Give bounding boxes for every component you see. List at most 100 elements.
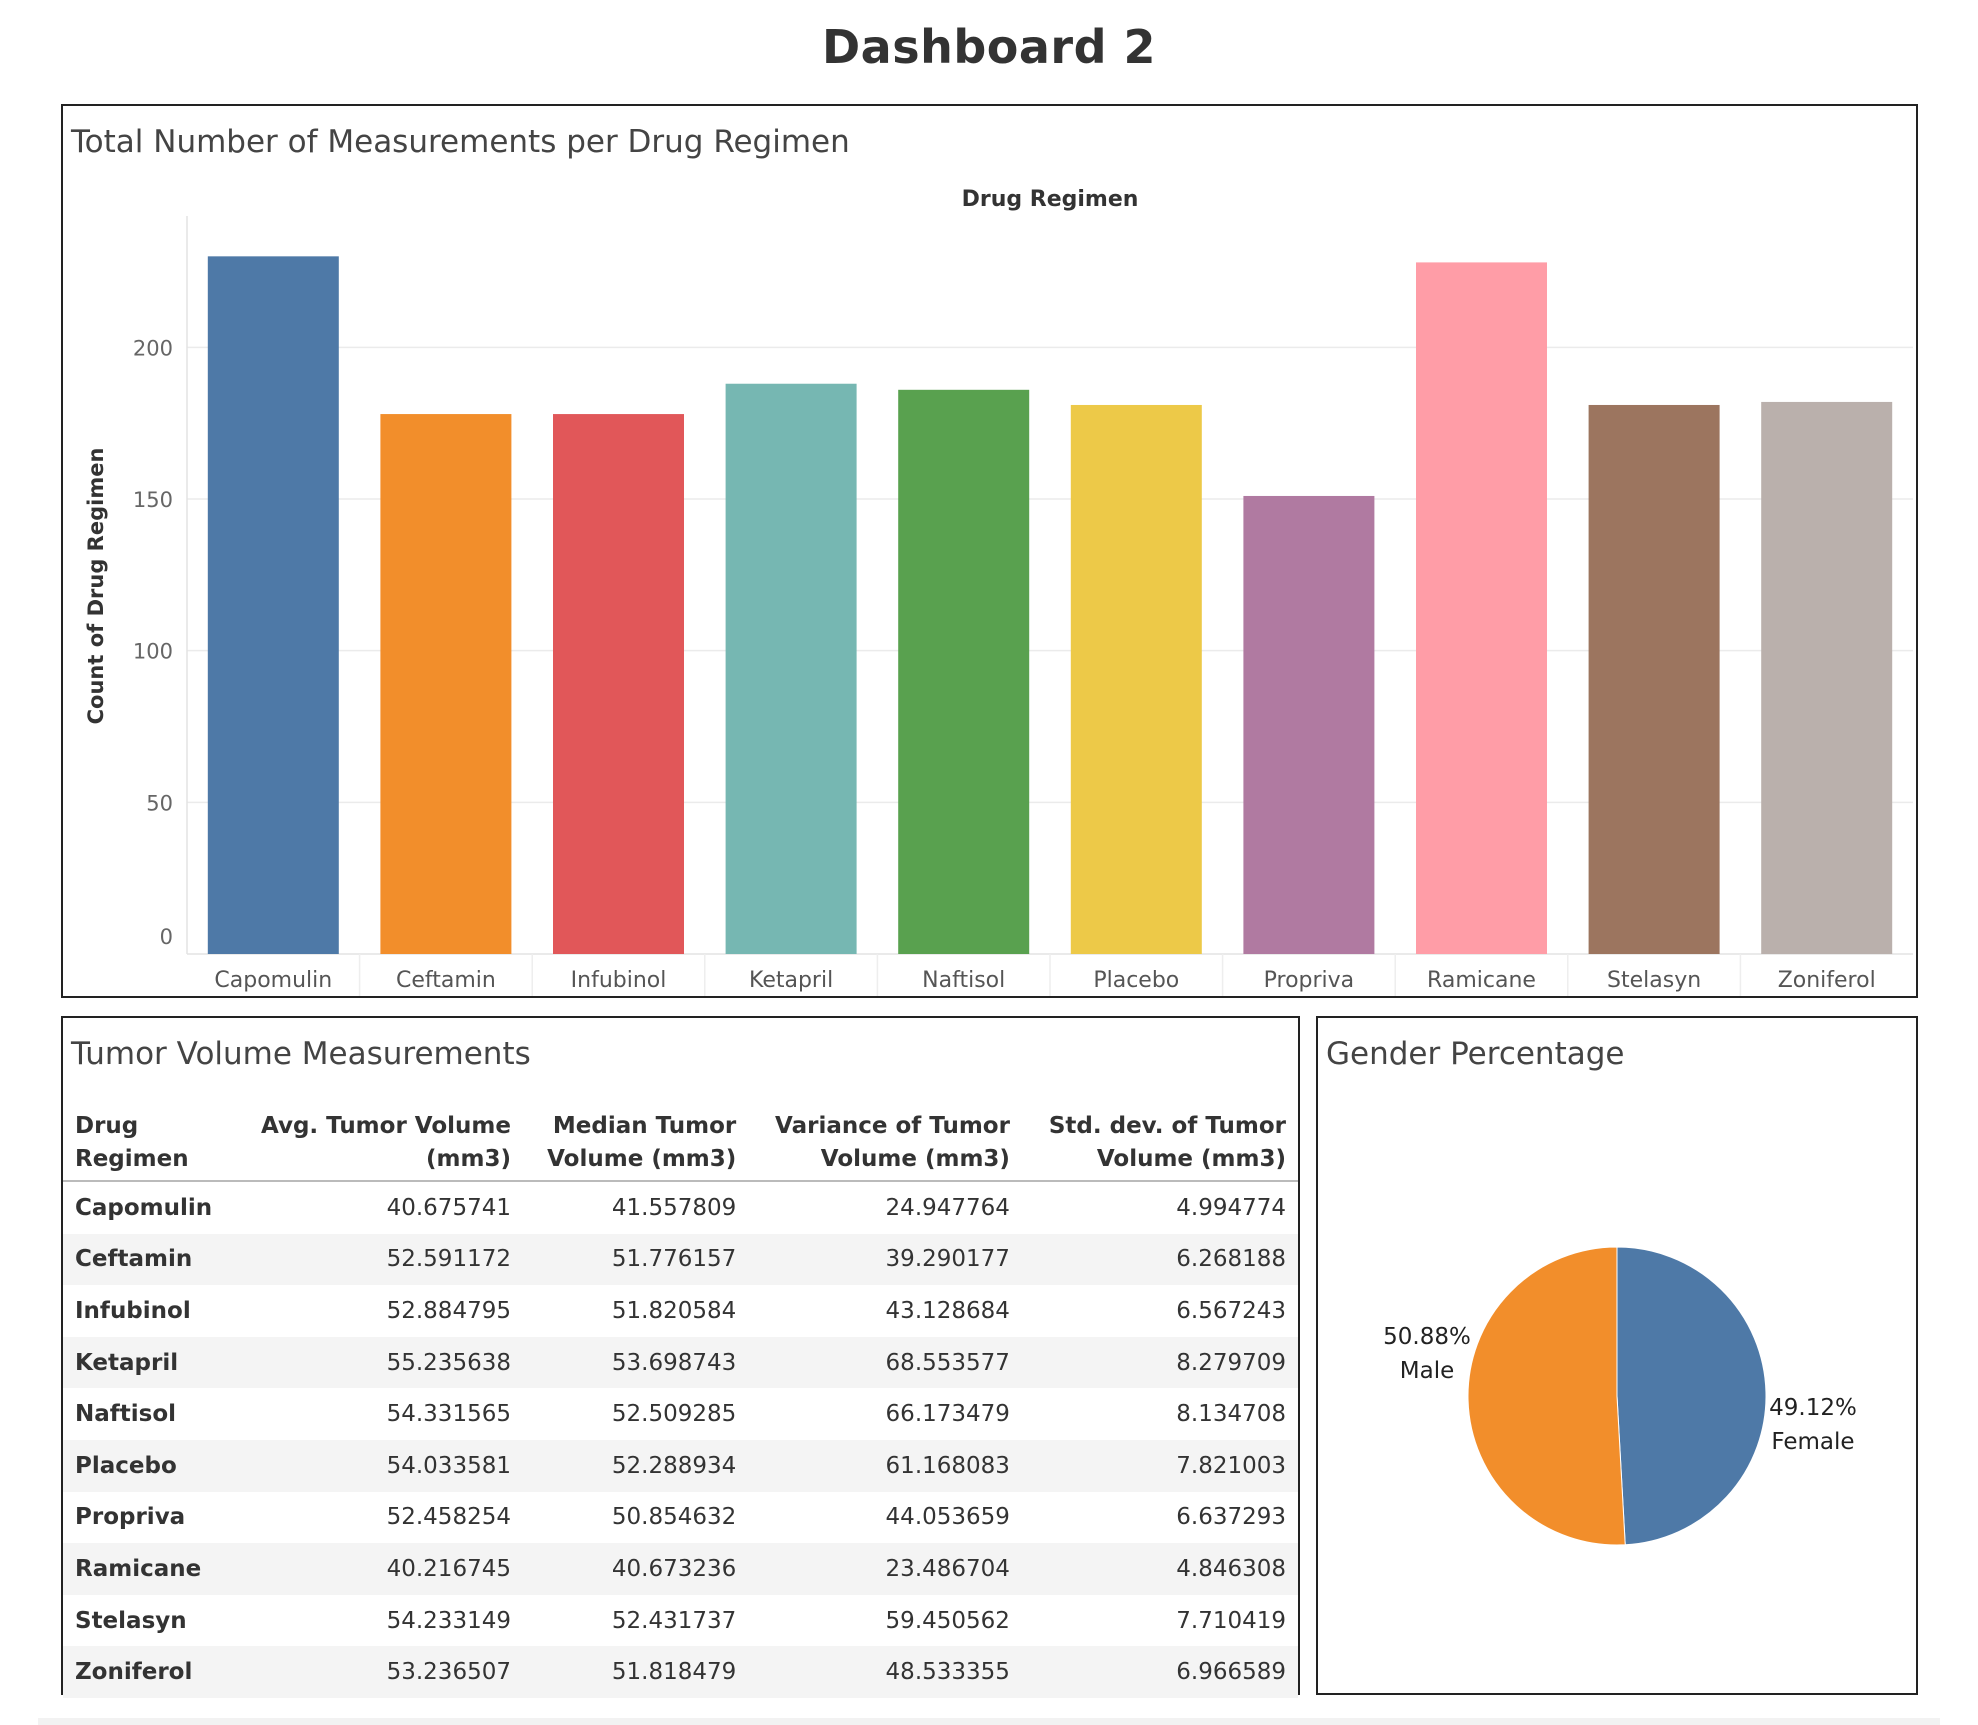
value-cell: 8.279709 — [1021, 1336, 1298, 1389]
table-row: Propriva 52.458254 50.854632 44.053659 6.637… — [63, 1492, 1298, 1544]
value-cell: 23.486704 — [748, 1543, 1022, 1595]
x-tick-label: Placebo — [1093, 968, 1179, 993]
value-cell: 54.233149 — [386, 1607, 511, 1634]
pie-label-female: 49.12% Female — [1758, 1391, 1868, 1459]
value-cell: 40.216745 — [233, 1543, 523, 1595]
table-row: Ceftamin 52.591172 51.776157 39.290177 6.268… — [63, 1233, 1298, 1286]
value-cell: 6.268188 — [1021, 1233, 1298, 1286]
value-cell: 6.637293 — [1176, 1504, 1286, 1531]
bottom-scroll-strip — [38, 1718, 1940, 1725]
bar-chart-title: Total Number of Measurements per Drug Re… — [71, 124, 850, 160]
x-tick-label: Infubinol — [571, 968, 667, 993]
pie-slice-female — [1616, 1246, 1767, 1546]
y-axis-title: Count of Drug Regimen — [84, 448, 108, 725]
drug-regimen-cell: Placebo — [63, 1439, 234, 1492]
column-header: Variance of Tumor Volume (mm3) — [748, 1102, 1022, 1182]
value-cell: 59.450562 — [885, 1607, 1010, 1634]
pie-chart-title: Gender Percentage — [1326, 1036, 1625, 1072]
value-cell: 4.846308 — [1021, 1543, 1298, 1595]
value-cell: 52.288934 — [522, 1439, 749, 1492]
value-cell: 40.675741 — [386, 1194, 511, 1221]
table-title: Tumor Volume Measurements — [71, 1036, 531, 1072]
value-cell: 53.698743 — [522, 1336, 749, 1389]
x-tick-label: Naftisol — [922, 968, 1005, 993]
pie-label-male: 50.88% Male — [1372, 1320, 1482, 1388]
pie-chart — [1467, 1246, 1767, 1546]
drug-regimen-cell: Naftisol — [75, 1401, 177, 1428]
value-cell: 52.431737 — [611, 1607, 737, 1634]
value-cell: 52.591172 — [233, 1233, 523, 1286]
bar-chart-panel: Total Number of Measurements per Drug Re… — [61, 104, 1918, 998]
value-cell: 52.884795 — [386, 1297, 511, 1324]
value-cell: 6.567243 — [1176, 1297, 1286, 1324]
x-tick-label: Capomulin — [214, 968, 332, 993]
value-cell: 39.290177 — [748, 1233, 1022, 1286]
bar-chart: Drug Regimen Count of Drug Regimen 0 50 100 1… — [84, 187, 1913, 996]
drug-regimen-cell: Stelasyn — [75, 1607, 187, 1634]
tumor-volume-table: Drug Regimen Avg. Tumor Volume (mm3) Median … — [63, 1102, 1298, 1698]
gender-pie-panel: Gender Percentage 50.88% Male 49.12% Fem… — [1316, 1016, 1918, 1695]
y-tick-label: 100 — [133, 640, 173, 664]
table-row: Naftisol 54.331565 52.509285 66.173479 8.134… — [63, 1388, 1298, 1440]
column-header: Std. dev. of Tumor Volume (mm3) — [1021, 1102, 1298, 1182]
value-cell: 51.776157 — [522, 1233, 749, 1286]
x-tick-label: Propriva — [1264, 968, 1355, 993]
bar-propriva — [1243, 495, 1375, 954]
drug-regimen-cell: Zoniferol — [63, 1646, 234, 1698]
value-cell: 52.458254 — [386, 1504, 511, 1531]
pie-category-label: Male — [1399, 1358, 1455, 1384]
column-header: Median Tumor Volume (mm3) — [522, 1102, 749, 1182]
value-cell: 61.168083 — [748, 1439, 1022, 1492]
drug-regimen-cell: Propriva — [75, 1504, 186, 1531]
pie-value-label: 50.88% — [1383, 1324, 1471, 1350]
table-header-row: Drug Regimen Avg. Tumor Volume (mm3) Median … — [63, 1102, 1298, 1182]
pie-value-label: 49.12% — [1769, 1395, 1857, 1421]
value-cell: 54.033581 — [233, 1439, 523, 1492]
value-cell: 48.533355 — [748, 1646, 1022, 1698]
bar-capomulin — [207, 256, 339, 954]
value-cell: 66.173479 — [885, 1401, 1010, 1428]
value-cell: 51.820584 — [611, 1297, 737, 1324]
value-cell: 7.821003 — [1021, 1439, 1298, 1492]
y-tick-label: 150 — [133, 488, 173, 512]
value-cell: 41.557809 — [611, 1194, 737, 1221]
x-tick-label: Ramicane — [1427, 968, 1536, 993]
drug-regimen-cell: Ramicane — [63, 1543, 234, 1595]
value-cell: 54.331565 — [386, 1401, 511, 1428]
bar-ramicane — [1416, 262, 1547, 954]
table-row: Ramicane 40.216745 40.673236 23.486704 4.846… — [63, 1543, 1298, 1595]
table-row: Stelasyn 54.233149 52.431737 59.450562 7.710… — [63, 1595, 1298, 1647]
value-cell: 6.966589 — [1021, 1646, 1298, 1698]
bar-placebo — [1070, 404, 1202, 954]
value-cell: 44.053659 — [885, 1504, 1010, 1531]
x-tick-label: Ceftamin — [396, 968, 496, 993]
table-row: Placebo 54.033581 52.288934 61.168083 7.8210… — [63, 1439, 1298, 1492]
bar-infubinol — [553, 414, 684, 955]
bar-ketapril — [725, 383, 857, 954]
table-row: Capomulin 40.675741 41.557809 24.947764 4.99… — [63, 1181, 1298, 1234]
y-tick-label: 0 — [160, 925, 173, 949]
x-tick-label: Stelasyn — [1607, 968, 1701, 993]
value-cell: 51.818479 — [522, 1646, 749, 1698]
column-header: Avg. Tumor Volume (mm3) — [233, 1102, 523, 1182]
value-cell: 8.134708 — [1176, 1401, 1286, 1428]
value-cell: 68.553577 — [748, 1336, 1022, 1389]
value-cell: 4.994774 — [1176, 1194, 1286, 1221]
value-cell: 40.673236 — [522, 1543, 749, 1595]
drug-regimen-cell: Infubinol — [75, 1297, 191, 1324]
value-cell: 50.854632 — [611, 1504, 737, 1531]
x-tick-label: Zoniferol — [1778, 968, 1876, 993]
column-header: Drug Regimen — [63, 1102, 234, 1182]
drug-regimen-cell: Capomulin — [75, 1194, 213, 1221]
y-tick-label: 200 — [133, 336, 173, 360]
bar-stelasyn — [1588, 404, 1720, 954]
value-cell: 55.235638 — [233, 1336, 523, 1389]
column-header-label: Drug Regimen — [962, 187, 1139, 212]
bar-ceftamin — [380, 414, 512, 955]
table-row: Infubinol 52.884795 51.820584 43.128684 6.56… — [63, 1285, 1298, 1337]
bar-naftisol — [898, 389, 1030, 954]
value-cell: 7.710419 — [1176, 1607, 1286, 1634]
x-tick-label: Ketapril — [749, 968, 833, 993]
value-cell: 24.947764 — [885, 1194, 1010, 1221]
value-cell: 52.509285 — [611, 1401, 737, 1428]
